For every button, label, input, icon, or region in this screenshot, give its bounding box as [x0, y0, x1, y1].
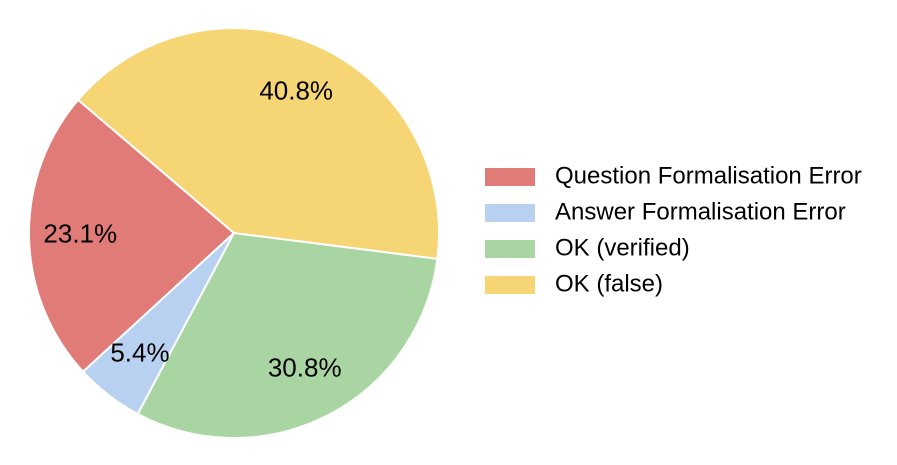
- pie-slice: [76, 27, 440, 260]
- legend-label: Answer Formalisation Error: [555, 198, 846, 225]
- pie-slice: [136, 231, 439, 439]
- legend-label: OK (false): [555, 270, 663, 297]
- legend-swatch: [485, 276, 535, 294]
- legend-swatch: [485, 240, 535, 258]
- pie-slice: [28, 98, 236, 374]
- slice-label: 30.8%: [268, 352, 342, 382]
- legend-swatch: [485, 168, 535, 186]
- legend-label: OK (verified): [555, 234, 690, 261]
- slice-label: 5.4%: [110, 338, 169, 368]
- legend-swatch: [485, 204, 535, 222]
- slice-label: 23.1%: [43, 219, 117, 249]
- legend-label: Question Formalisation Error: [555, 162, 862, 189]
- slice-label: 40.8%: [259, 75, 333, 105]
